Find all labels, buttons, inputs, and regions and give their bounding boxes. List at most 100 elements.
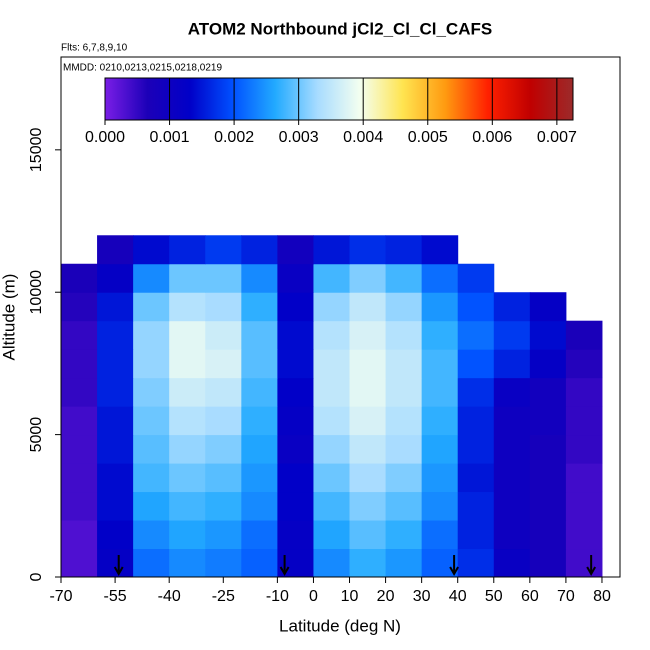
heat-cell bbox=[457, 491, 495, 521]
heat-cell bbox=[169, 406, 206, 436]
heat-cell bbox=[277, 349, 314, 379]
heat-cell bbox=[313, 377, 351, 407]
heat-cell bbox=[385, 320, 423, 350]
heat-cell bbox=[385, 406, 423, 436]
heat-cell bbox=[457, 548, 495, 578]
heat-cell bbox=[277, 463, 314, 493]
heat-cell bbox=[313, 263, 351, 293]
heat-cell bbox=[313, 349, 351, 379]
heat-cell bbox=[421, 463, 459, 493]
heat-cell bbox=[97, 463, 134, 493]
heat-cell bbox=[349, 406, 387, 436]
heat-cell bbox=[133, 434, 170, 464]
heat-cell bbox=[277, 520, 314, 550]
heat-cell bbox=[241, 377, 278, 407]
heat-cell bbox=[493, 406, 531, 436]
heat-cell bbox=[457, 263, 495, 293]
heat-cell bbox=[421, 406, 459, 436]
heat-cell bbox=[61, 292, 98, 322]
heat-cell bbox=[385, 349, 423, 379]
heat-cell bbox=[529, 548, 567, 578]
heat-cell bbox=[565, 548, 603, 578]
heat-cell bbox=[385, 377, 423, 407]
heat-cell bbox=[313, 548, 351, 578]
x-tick-label: -55 bbox=[104, 588, 127, 605]
heat-cell bbox=[241, 491, 278, 521]
heat-cell bbox=[97, 292, 134, 322]
heat-cell bbox=[385, 520, 423, 550]
heat-cell bbox=[169, 235, 206, 265]
heat-cell bbox=[61, 320, 98, 350]
heat-cell bbox=[241, 520, 278, 550]
heat-cell bbox=[493, 349, 531, 379]
heat-cell bbox=[313, 434, 351, 464]
heat-cell bbox=[457, 434, 495, 464]
subtitle: Flts: 6,7,8,9,10 bbox=[61, 43, 128, 54]
heat-cell bbox=[493, 320, 531, 350]
heat-cell bbox=[205, 463, 242, 493]
heat-cell bbox=[313, 463, 351, 493]
heat-cell bbox=[169, 292, 206, 322]
heat-cell bbox=[241, 434, 278, 464]
flight-arrow bbox=[449, 555, 459, 577]
heat-cell bbox=[61, 491, 98, 521]
heat-cell bbox=[205, 263, 242, 293]
heat-cell bbox=[97, 263, 134, 293]
heat-cell bbox=[421, 349, 459, 379]
heat-cell bbox=[529, 406, 567, 436]
heat-cell bbox=[241, 349, 278, 379]
colorbar-tick-label: 0.003 bbox=[279, 129, 319, 146]
heat-cell bbox=[493, 434, 531, 464]
heat-cell bbox=[565, 463, 603, 493]
x-tick-label: 30 bbox=[413, 588, 431, 605]
heat-cell bbox=[529, 292, 567, 322]
heat-cell bbox=[385, 463, 423, 493]
heat-cell bbox=[277, 292, 314, 322]
heat-cell bbox=[385, 548, 423, 578]
heat-cell bbox=[205, 349, 242, 379]
heat-cell bbox=[241, 292, 278, 322]
heat-cell bbox=[385, 235, 423, 265]
heat-cell bbox=[493, 548, 531, 578]
x-tick-label: 80 bbox=[593, 588, 611, 605]
heat-cell bbox=[133, 292, 170, 322]
heat-cell bbox=[349, 491, 387, 521]
heat-cell bbox=[97, 377, 134, 407]
heat-cell bbox=[277, 235, 314, 265]
heat-cell bbox=[457, 520, 495, 550]
heat-cell bbox=[565, 349, 603, 379]
heat-cell bbox=[493, 520, 531, 550]
y-tick-label: 15000 bbox=[28, 127, 45, 172]
heat-cell bbox=[493, 491, 531, 521]
heat-cell bbox=[277, 263, 314, 293]
x-tick-label: 10 bbox=[341, 588, 359, 605]
heat-cell bbox=[421, 520, 459, 550]
heat-cell bbox=[349, 320, 387, 350]
heat-cell bbox=[313, 491, 351, 521]
heat-cell bbox=[169, 377, 206, 407]
heat-cell bbox=[313, 406, 351, 436]
heat-cell bbox=[349, 263, 387, 293]
heat-cell bbox=[493, 292, 531, 322]
heat-cell bbox=[277, 434, 314, 464]
heat-cell bbox=[205, 491, 242, 521]
flight-arrow bbox=[279, 555, 290, 577]
heat-cell bbox=[241, 235, 278, 265]
heat-cell bbox=[421, 235, 459, 265]
heat-cell bbox=[313, 235, 351, 265]
heat-cell bbox=[133, 491, 170, 521]
heat-cell bbox=[133, 463, 170, 493]
heat-cell bbox=[61, 548, 98, 578]
heat-cell bbox=[61, 349, 98, 379]
heat-cell bbox=[457, 349, 495, 379]
heat-cell bbox=[529, 491, 567, 521]
heat-cell bbox=[349, 235, 387, 265]
x-tick-label: -10 bbox=[266, 588, 289, 605]
heat-cell bbox=[457, 377, 495, 407]
heat-cell bbox=[385, 491, 423, 521]
heat-cell bbox=[277, 491, 314, 521]
heat-cell bbox=[169, 520, 206, 550]
heat-cell bbox=[565, 320, 603, 350]
heat-cell bbox=[97, 491, 134, 521]
heat-cell bbox=[133, 406, 170, 436]
